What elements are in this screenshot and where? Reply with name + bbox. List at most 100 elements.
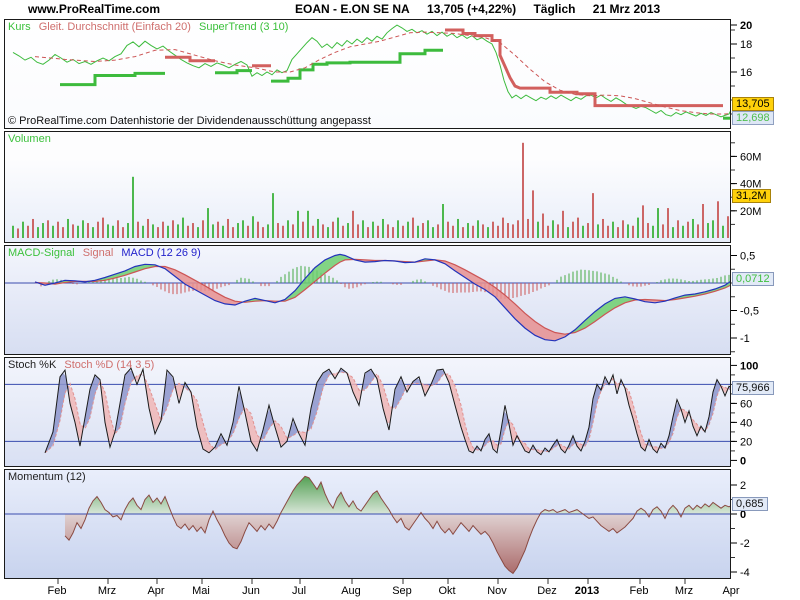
stoch-fill [309,403,312,431]
stoch-fill [99,378,102,397]
axis-tick-label: 60M [740,151,761,163]
legend-momentum[interactable]: Momentum (12) [8,471,86,483]
supertrend-segment [215,69,252,75]
momentum-chart[interactable] [5,470,730,578]
supertrend-segment [165,55,215,63]
stoch-fill [129,370,132,390]
macd-fill [215,291,218,302]
volume-chart[interactable] [5,132,730,242]
stoch-fill [111,419,114,445]
stoch-fill [387,398,390,424]
macd-fill [218,293,221,303]
legend-supertrend[interactable]: SuperTrend (3 10) [198,21,289,33]
macd-fill [227,298,230,305]
price-chart[interactable] [5,20,730,128]
macd-chart[interactable] [5,246,730,354]
stoch-fill [465,424,468,448]
price-panel[interactable]: Kurs Gleit. Durchschnitt (Einfach 20) Su… [4,19,731,129]
stochastic-panel[interactable]: Stoch %K Stoch %D (14 3 5) [4,357,731,467]
macd-fill [596,308,599,321]
supertrend-value-badge: 12,698 [732,111,774,125]
stoch-fill [303,432,306,442]
volume-panel[interactable]: Volumen [4,131,731,243]
axis-tick-label: 100 [740,360,758,372]
stoch-fill [402,379,405,397]
macd-fill [488,282,491,294]
macd-fill [314,266,317,283]
stoch-fill [453,381,456,409]
legend-kurs[interactable]: Kurs [8,21,31,33]
macd-fill [185,274,188,286]
macd-fill [542,326,545,340]
macd-fill [305,275,308,290]
stoch-legend: Stoch %K Stoch %D (14 3 5) [8,359,159,371]
legend-signal[interactable]: Signal [82,247,114,259]
stoch-fill [525,443,528,453]
stoch-fill [627,389,630,409]
month-label: Feb [629,585,649,597]
stoch-fill [279,424,282,447]
legend-macd-signal[interactable]: MACD-Signal [8,247,75,259]
stoch-fill [321,372,324,396]
stoch-fill [282,428,285,447]
stoch-fill [315,380,318,418]
stoch-fill [711,388,714,420]
macd-line [34,253,730,342]
macd-panel[interactable]: MACD-Signal Signal MACD (12 26 9) [4,245,731,355]
legend-moving-average[interactable]: Gleit. Durchschnitt (Einfach 20) [38,21,191,33]
stoch-fill [381,381,384,412]
macd-fill [509,298,512,316]
stoch-fill [438,369,441,382]
macd-fill [617,297,620,307]
stochastic-chart[interactable] [5,358,730,466]
stoch-fill [210,444,213,452]
axis-tick-label: 40 [740,417,752,429]
macd-fill [470,272,473,283]
stoch-fill [63,372,66,404]
macd-fill [224,296,227,305]
macd-fill [140,264,143,271]
legend-macd[interactable]: MACD (12 26 9) [121,247,201,259]
stoch-fill [204,426,207,452]
stoch-fill [483,438,486,448]
macd-fill [545,328,548,340]
macd-fill [194,279,197,291]
stoch-fill [252,417,255,448]
stoch-fill [423,384,426,394]
stoch-fill [120,386,123,428]
macd-fill [548,329,551,341]
macd-fill [212,290,215,301]
macd-fill [602,303,605,317]
month-label: Mai [192,585,210,597]
stoch-value-badge: 75,966 [732,381,774,395]
momentum-legend: Momentum (12) [8,471,91,483]
macd-fill [554,332,557,341]
stoch-fill [318,376,321,408]
legend-stoch-d[interactable]: Stoch %D (14 3 5) [64,359,155,371]
stoch-fill [177,384,180,400]
month-label: Apr [722,585,740,597]
macd-fill [626,297,629,303]
supertrend-segment [60,71,165,87]
macd-fill [599,306,602,319]
macd-fill [209,288,212,299]
brand-link[interactable]: www.ProRealTime.com [28,2,161,16]
stoch-fill [417,378,420,384]
macd-fill [521,309,524,328]
legend-stoch-k[interactable]: Stoch %K [8,359,57,371]
supertrend-segment [271,48,443,83]
macd-fill [608,300,611,313]
macd-fill [515,303,518,322]
stoch-fill [147,382,150,413]
stoch-fill [567,442,570,449]
macd-fill [485,280,488,292]
stoch-fill [195,397,198,431]
macd-fill [203,284,206,296]
stoch-fill [414,378,417,384]
legend-volumen[interactable]: Volumen [8,133,51,145]
momentum-panel[interactable]: Momentum (12) [4,469,731,579]
macd-fill [578,324,581,332]
header-symbol: EOAN - E.ON SE NA [295,2,410,16]
macd-fill [536,322,539,337]
